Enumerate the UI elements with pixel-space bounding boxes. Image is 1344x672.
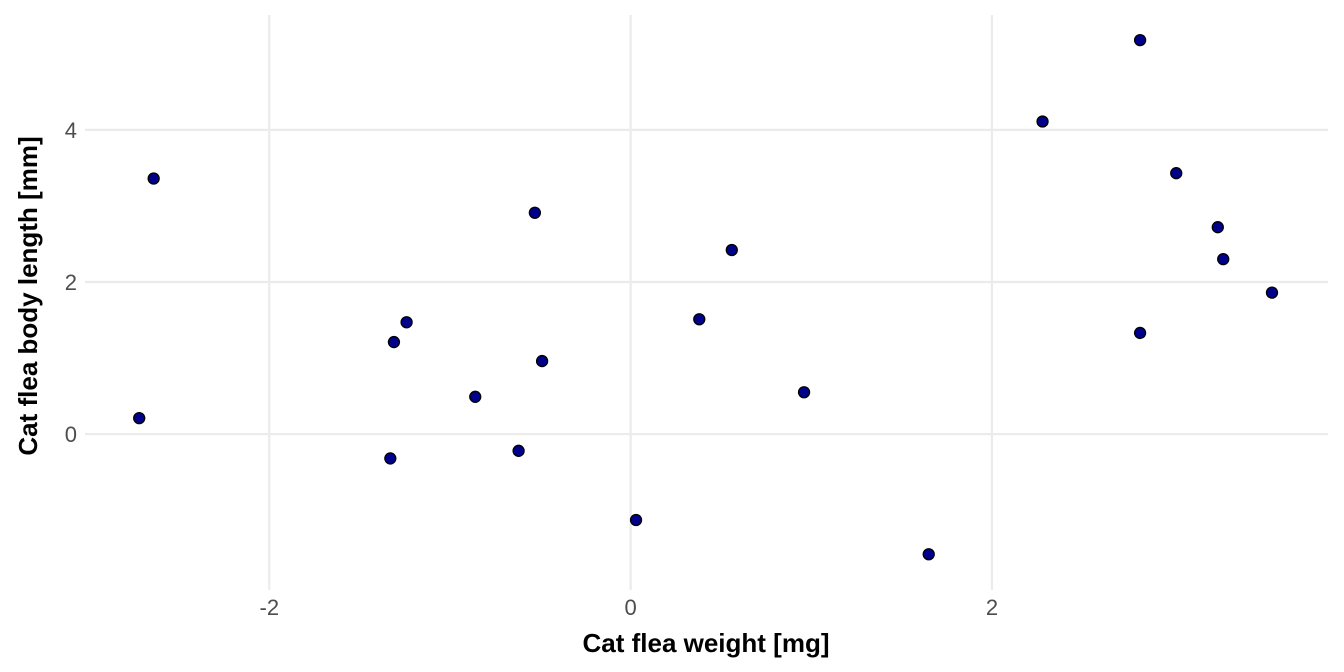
y-axis-label: Cat flea body length [mm] — [13, 136, 43, 455]
data-point — [797, 386, 811, 399]
tick-labels: -2 0 2 0 2 4 — [65, 118, 998, 620]
data-point — [1217, 252, 1230, 266]
y-tick-label: 0 — [65, 422, 77, 447]
data-point — [469, 390, 482, 403]
data-point — [400, 316, 413, 329]
x-tick-label: -2 — [260, 595, 280, 620]
points — [133, 33, 1279, 561]
y-tick-label: 2 — [65, 270, 77, 295]
data-point — [1211, 221, 1224, 234]
data-point — [384, 452, 397, 465]
data-point — [629, 513, 643, 527]
data-point — [693, 313, 706, 326]
grid — [85, 15, 1328, 590]
data-point — [1133, 33, 1147, 47]
data-point — [133, 411, 146, 425]
data-point — [922, 548, 935, 561]
data-point — [1170, 167, 1183, 180]
data-point — [1036, 115, 1049, 128]
data-point — [725, 243, 738, 257]
data-point — [147, 172, 160, 185]
data-point — [535, 354, 549, 368]
data-point — [387, 335, 401, 349]
y-tick-label: 4 — [65, 118, 77, 143]
data-point — [1265, 286, 1279, 299]
x-tick-label: 2 — [986, 595, 998, 620]
data-point — [528, 206, 542, 219]
data-point — [1133, 326, 1147, 340]
data-point — [512, 444, 525, 457]
x-tick-label: 0 — [624, 595, 636, 620]
x-axis-label: Cat flea weight [mg] — [582, 628, 829, 658]
